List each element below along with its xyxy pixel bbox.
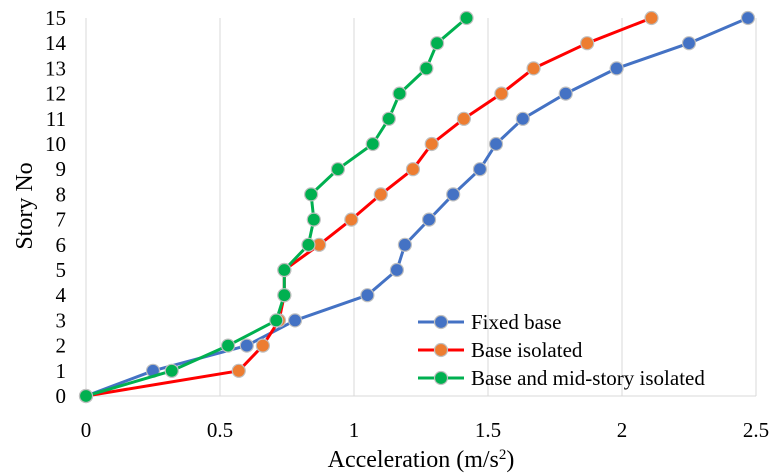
series-line-base-and-mid-story-isolated <box>85 16 468 398</box>
data-point <box>580 36 595 51</box>
y-axis-title: Story No <box>12 162 38 249</box>
y-tick-label: 4 <box>56 283 67 307</box>
legend-item-base-and-mid-story-isolated: Base and mid-story isolated <box>418 366 705 390</box>
data-point <box>459 10 474 26</box>
data-point <box>301 237 316 252</box>
data-point <box>220 338 236 353</box>
data-point <box>287 313 303 328</box>
legend-marker <box>433 314 449 330</box>
series-line-fixed-base <box>85 16 749 398</box>
data-point <box>255 338 270 353</box>
y-tick-label: 10 <box>45 132 66 156</box>
data-point <box>644 10 659 26</box>
data-point <box>373 187 388 202</box>
legend-label: Base and mid-story isolated <box>471 366 705 390</box>
data-point <box>526 61 541 76</box>
data-point <box>740 10 756 26</box>
legend-marker <box>433 370 449 386</box>
x-axis-title: Acceleration (m/s2) <box>328 447 515 473</box>
data-point <box>360 288 375 303</box>
x-tick-labels: 0 0.5 1 1.5 2 2.5 <box>81 418 769 442</box>
y-tick-label: 6 <box>56 233 67 257</box>
x-tick-label: 0.5 <box>207 418 233 442</box>
data-point <box>164 363 179 378</box>
y-tick-label: 13 <box>45 56 66 80</box>
x-tick-label: 2 <box>617 418 628 442</box>
series-group <box>78 10 756 404</box>
gridlines <box>219 18 757 396</box>
data-point <box>446 187 461 202</box>
data-point <box>515 111 530 126</box>
data-point <box>419 61 434 76</box>
y-tick-label: 3 <box>56 308 67 332</box>
data-point <box>421 212 437 227</box>
y-tick-label: 8 <box>56 182 67 206</box>
legend-item-fixed-base: Fixed base <box>418 310 561 334</box>
x-tick-label: 2.5 <box>743 418 769 442</box>
legend-marker <box>433 342 449 358</box>
y-tick-label: 9 <box>56 157 67 181</box>
data-point <box>424 136 439 152</box>
axes <box>85 18 756 397</box>
legend-label: Base isolated <box>471 338 583 362</box>
y-tick-label: 11 <box>46 107 66 131</box>
data-point <box>304 187 319 202</box>
data-point <box>306 212 321 227</box>
y-tick-label: 7 <box>56 208 67 232</box>
x-tick-label: 1 <box>349 418 360 442</box>
data-point <box>609 61 624 76</box>
legend-label: Fixed base <box>471 310 561 334</box>
data-point <box>405 162 421 177</box>
y-tick-label: 15 <box>45 6 66 30</box>
data-point <box>472 162 488 177</box>
y-tick-label: 2 <box>56 334 67 358</box>
series-fixed-base <box>78 10 756 404</box>
data-point <box>392 86 407 101</box>
x-tick-label: 0 <box>81 418 92 442</box>
data-point <box>231 363 246 378</box>
data-point <box>681 36 697 51</box>
series-base-and-mid-story-isolated <box>78 10 474 404</box>
data-point <box>78 388 94 404</box>
data-point <box>558 86 573 101</box>
data-point <box>488 136 504 152</box>
series-line-base-isolated <box>85 16 653 398</box>
data-point <box>344 212 359 227</box>
data-point <box>397 237 413 252</box>
y-tick-label: 1 <box>56 359 67 383</box>
data-point <box>429 36 445 51</box>
data-point <box>277 288 292 303</box>
data-point <box>330 162 346 177</box>
legend: Fixed base Base isolated Base and mid-stor… <box>418 310 705 390</box>
x-tick-label: 1.5 <box>475 418 501 442</box>
y-tick-label: 12 <box>45 82 66 106</box>
y-tick-label: 14 <box>45 31 67 55</box>
y-tick-label: 5 <box>56 258 67 282</box>
data-point <box>239 338 254 353</box>
data-point <box>365 136 380 152</box>
data-point <box>381 111 396 126</box>
data-point <box>277 262 292 278</box>
data-point <box>456 111 471 126</box>
y-tick-label: 0 <box>56 384 67 408</box>
data-point <box>494 86 509 101</box>
data-point <box>389 262 404 278</box>
legend-item-base-isolated: Base isolated <box>418 338 583 362</box>
data-point <box>269 313 284 328</box>
